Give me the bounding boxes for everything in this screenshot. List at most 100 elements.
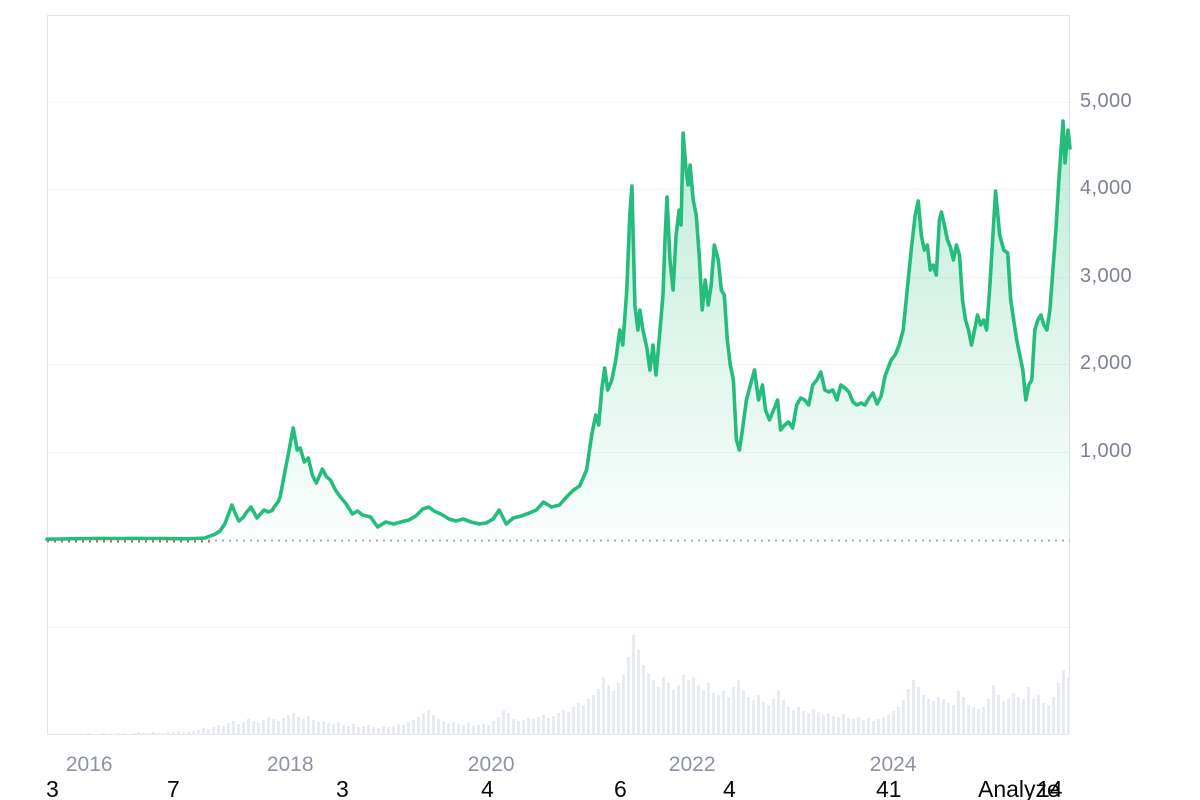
- volume-bar: [632, 635, 635, 735]
- volume-bar: [132, 733, 135, 735]
- volume-bar: [952, 705, 955, 735]
- volume-bar: [142, 733, 145, 735]
- volume-bar: [397, 724, 400, 735]
- volume-bar: [172, 732, 175, 735]
- volume-bar: [992, 685, 995, 735]
- volume-bar: [82, 734, 85, 735]
- volume-bar: [1057, 683, 1060, 735]
- volume-bar: [967, 705, 970, 735]
- volume-bar: [487, 725, 490, 735]
- volume-bar: [507, 713, 510, 735]
- volume-bar: [672, 690, 675, 735]
- volume-bar: [457, 724, 460, 735]
- volume-bar: [712, 693, 715, 735]
- volume-bar: [572, 707, 575, 735]
- volume-bar: [577, 703, 580, 735]
- volume-bar: [752, 700, 755, 735]
- volume-bar: [417, 717, 420, 735]
- volume-bar: [617, 683, 620, 735]
- volume-bar: [812, 709, 815, 735]
- volume-bar: [677, 685, 680, 735]
- volume-bar: [462, 725, 465, 735]
- volume-bar: [367, 725, 370, 735]
- volume-bar: [772, 699, 775, 735]
- volume-bar: [917, 687, 920, 735]
- volume-bar: [197, 730, 200, 735]
- volume-bar: [162, 733, 165, 735]
- volume-bar: [977, 709, 980, 735]
- footer-fragment: 6: [614, 776, 627, 800]
- volume-bar: [817, 712, 820, 735]
- volume-bar: [827, 713, 830, 735]
- volume-bar: [742, 690, 745, 735]
- volume-bar: [447, 723, 450, 735]
- volume-bar: [927, 699, 930, 735]
- volume-bar: [137, 732, 140, 735]
- volume-bar: [777, 690, 780, 735]
- analyze-label[interactable]: Analyze: [978, 776, 1060, 800]
- footer-fragment: 41: [876, 776, 902, 800]
- volume-bar: [412, 720, 415, 735]
- volume-bar: [862, 720, 865, 735]
- volume-bar: [857, 717, 860, 735]
- volume-bar: [792, 710, 795, 735]
- volume-bar: [892, 711, 895, 735]
- volume-bar: [657, 687, 660, 735]
- volume-bar: [882, 717, 885, 735]
- volume-bar: [357, 727, 360, 735]
- volume-bar: [267, 717, 270, 735]
- volume-bar: [987, 699, 990, 735]
- volume-bar: [907, 689, 910, 735]
- volume-bar: [432, 715, 435, 735]
- price-axis-label: 3,000: [1080, 264, 1133, 287]
- volume-bar: [452, 722, 455, 735]
- volume-bar: [797, 707, 800, 735]
- volume-bar: [847, 718, 850, 735]
- volume-bar: [47, 734, 50, 735]
- volume-bar: [807, 713, 810, 735]
- volume-bar: [392, 726, 395, 735]
- footer-fragment: 4: [481, 776, 494, 800]
- volume-bar: [517, 721, 520, 735]
- volume-bar: [542, 715, 545, 735]
- volume-bar: [232, 721, 235, 735]
- volume-bar: [87, 733, 90, 735]
- footer-fragment: 3: [336, 776, 349, 800]
- volume-bar: [252, 721, 255, 735]
- volume-bar: [727, 697, 730, 735]
- volume-bar: [972, 707, 975, 735]
- volume-bar: [62, 734, 65, 735]
- volume-bar: [897, 707, 900, 735]
- volume-bar: [122, 733, 125, 735]
- volume-bar: [652, 680, 655, 735]
- volume-bar: [757, 695, 760, 735]
- volume-bar: [217, 725, 220, 735]
- volume-bar: [867, 718, 870, 735]
- volume-bar: [157, 733, 160, 735]
- volume-bar: [262, 720, 265, 735]
- volume-bar: [832, 716, 835, 735]
- volume-bar: [1042, 703, 1045, 735]
- volume-bar: [202, 728, 205, 735]
- volume-bar: [317, 722, 320, 735]
- time-axis-label: 2022: [668, 753, 716, 776]
- volume-bar: [427, 710, 430, 735]
- volume-bar: [272, 719, 275, 735]
- volume-bar: [167, 732, 170, 735]
- volume-bar: [667, 683, 670, 735]
- volume-bar: [492, 721, 495, 735]
- volume-bar: [477, 725, 480, 735]
- volume-bar: [342, 725, 345, 735]
- volume-bar: [382, 726, 385, 735]
- volume-bar: [117, 733, 120, 735]
- price-line: [45, 119, 1072, 542]
- volume-bar: [72, 734, 75, 735]
- price-axis-label: 1,000: [1080, 440, 1133, 462]
- volume-bar: [622, 675, 625, 735]
- volume-bar: [1052, 697, 1055, 735]
- volume-bar: [842, 714, 845, 735]
- volume-bar: [302, 719, 305, 735]
- volume-bar: [597, 689, 600, 735]
- volume-bar: [297, 717, 300, 735]
